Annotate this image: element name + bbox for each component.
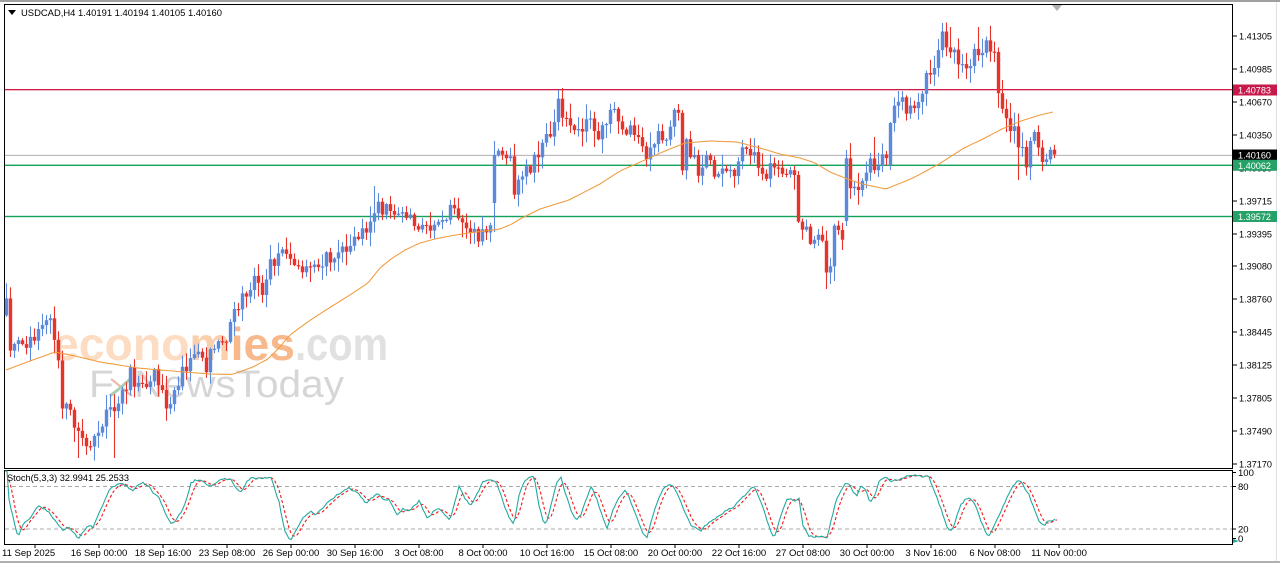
svg-text:1.37490: 1.37490 xyxy=(1239,427,1272,438)
svg-text:1.40160: 1.40160 xyxy=(1238,151,1271,162)
svg-text:22 Oct 16:00: 22 Oct 16:00 xyxy=(712,548,766,559)
svg-text:1.39080: 1.39080 xyxy=(1239,262,1272,273)
svg-text:0: 0 xyxy=(1238,534,1243,545)
svg-text:30 Sep 16:00: 30 Sep 16:00 xyxy=(327,548,384,559)
svg-text:8 Oct 00:00: 8 Oct 00:00 xyxy=(458,548,507,559)
svg-text:1.37805: 1.37805 xyxy=(1239,394,1272,405)
svg-text:11 Nov 00:00: 11 Nov 00:00 xyxy=(1031,548,1087,559)
svg-text:USDCAD,H4 1.40191 1.40194 1.4: USDCAD,H4 1.40191 1.40194 1.40105 1.4016… xyxy=(21,8,222,19)
svg-text:6 Nov 08:00: 6 Nov 08:00 xyxy=(969,548,1020,559)
svg-text:1.40062: 1.40062 xyxy=(1238,161,1271,172)
svg-text:3 Nov 16:00: 3 Nov 16:00 xyxy=(905,548,956,559)
svg-text:1.38445: 1.38445 xyxy=(1239,328,1272,339)
svg-text:1.38125: 1.38125 xyxy=(1239,361,1272,372)
svg-text:27 Oct 08:00: 27 Oct 08:00 xyxy=(776,548,830,559)
svg-text:3 Oct 08:00: 3 Oct 08:00 xyxy=(394,548,443,559)
svg-text:18 Sep 16:00: 18 Sep 16:00 xyxy=(135,548,192,559)
svg-text:30 Oct 00:00: 30 Oct 00:00 xyxy=(840,548,894,559)
svg-text:1.40783: 1.40783 xyxy=(1238,86,1271,97)
svg-text:economies: economies xyxy=(53,318,295,370)
svg-text:.com: .com xyxy=(295,318,388,370)
svg-text:1.41305: 1.41305 xyxy=(1239,32,1272,43)
svg-text:1.40985: 1.40985 xyxy=(1239,65,1272,76)
svg-text:100: 100 xyxy=(1238,468,1254,479)
svg-text:11 Sep 2025: 11 Sep 2025 xyxy=(2,548,55,559)
svg-text:1.40670: 1.40670 xyxy=(1239,98,1272,109)
svg-text:1.39395: 1.39395 xyxy=(1239,230,1272,241)
svg-text:20 Oct 00:00: 20 Oct 00:00 xyxy=(648,548,702,559)
svg-text:20: 20 xyxy=(1238,525,1249,536)
svg-text:1.38760: 1.38760 xyxy=(1239,295,1272,306)
svg-text:1.40350: 1.40350 xyxy=(1239,131,1272,142)
svg-text:FxNewsToday: FxNewsToday xyxy=(89,364,344,406)
svg-text:80: 80 xyxy=(1238,482,1249,493)
svg-text:1.39572: 1.39572 xyxy=(1238,212,1271,223)
svg-text:10 Oct 16:00: 10 Oct 16:00 xyxy=(520,548,574,559)
svg-text:15 Oct 08:00: 15 Oct 08:00 xyxy=(584,548,638,559)
svg-text:1.39715: 1.39715 xyxy=(1239,197,1272,208)
svg-text:1.37170: 1.37170 xyxy=(1239,460,1272,471)
svg-text:16 Sep 00:00: 16 Sep 00:00 xyxy=(71,548,128,559)
svg-text:Stoch(5,3,3) 32.9941 25.2533: Stoch(5,3,3) 32.9941 25.2533 xyxy=(7,473,129,484)
svg-text:26 Sep 00:00: 26 Sep 00:00 xyxy=(263,548,320,559)
svg-text:23 Sep 08:00: 23 Sep 08:00 xyxy=(199,548,256,559)
